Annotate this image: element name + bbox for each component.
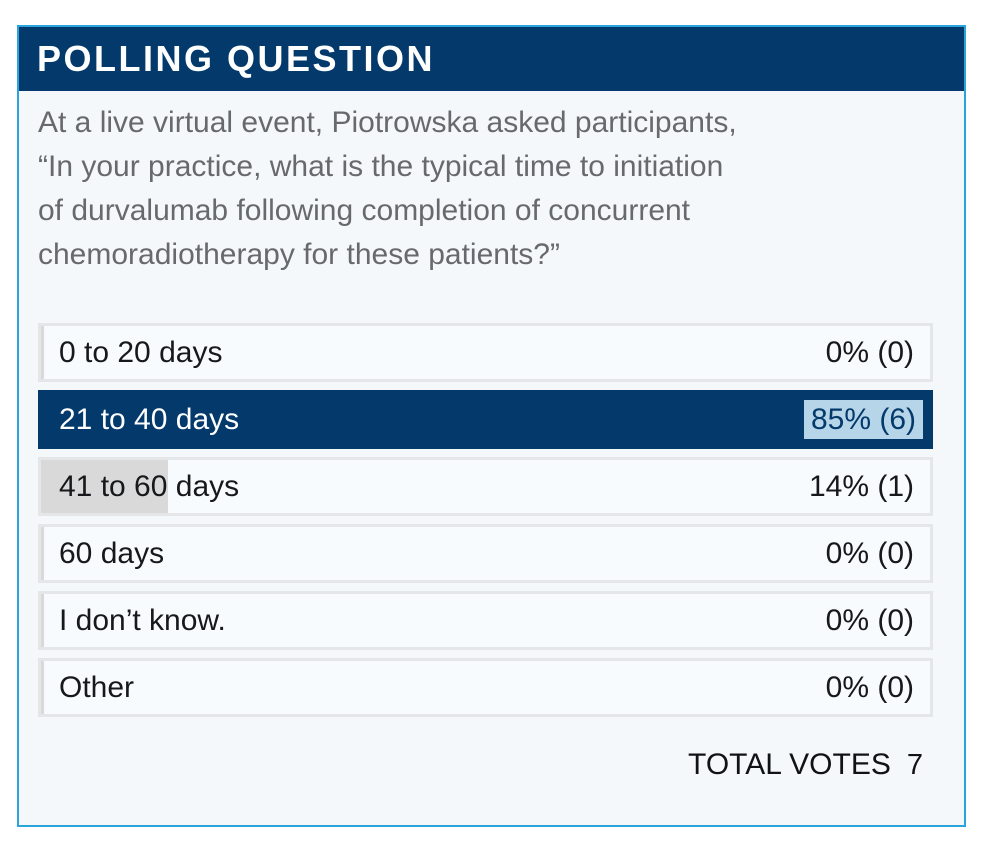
total-votes-label: TOTAL VOTES (688, 748, 891, 781)
option-row-21-to-40-days[interactable]: 21 to 40 days 85% (6) (38, 390, 933, 449)
total-votes: TOTAL VOTES 7 (38, 748, 933, 782)
option-result: 0% (0) (825, 603, 914, 637)
option-label: 0 to 20 days (59, 335, 223, 369)
result-badge: 85% (6) (799, 395, 928, 444)
question-line: of durvalumab following completion of co… (38, 194, 691, 227)
option-label: 41 to 60 days (59, 469, 240, 503)
option-label: 21 to 40 days (59, 402, 240, 436)
question-line: chemoradiotherapy for these patients?” (38, 238, 560, 271)
option-label: I don’t know. (59, 603, 226, 637)
option-result: 0% (0) (825, 670, 914, 704)
progress-bar (41, 460, 169, 513)
option-row-other[interactable]: Other 0% (0) (38, 658, 933, 717)
progress-bar (41, 527, 44, 580)
option-result: 0% (0) (825, 536, 914, 570)
polling-title: POLLING QUESTION (37, 38, 436, 79)
poll-options: 0 to 20 days 0% (0) 21 to 40 days 85% (6… (38, 323, 933, 782)
option-row-41-to-60-days[interactable]: 41 to 60 days 14% (1) (38, 457, 933, 516)
progress-bar (41, 326, 44, 379)
option-result: 0% (0) (825, 335, 914, 369)
option-result: 85% (6) (810, 402, 917, 436)
option-label: Other (59, 670, 135, 704)
total-votes-value: 7 (906, 749, 923, 781)
polling-card: POLLING QUESTION At a live virtual event… (17, 25, 966, 827)
option-result: 14% (1) (808, 469, 914, 503)
option-row-0-to-20-days[interactable]: 0 to 20 days 0% (0) (38, 323, 933, 382)
progress-bar (41, 594, 44, 647)
polling-header: POLLING QUESTION (19, 27, 964, 91)
progress-bar (41, 661, 44, 714)
question-line: At a live virtual event, Piotrowska aske… (38, 106, 737, 139)
option-label: 60 days (59, 536, 165, 570)
option-row-i-dont-know[interactable]: I don’t know. 0% (0) (38, 591, 933, 650)
option-row-60-days[interactable]: 60 days 0% (0) (38, 524, 933, 583)
question-text: At a live virtual event, Piotrowska aske… (38, 101, 936, 277)
question-line: “In your practice, what is the typical t… (38, 150, 724, 183)
